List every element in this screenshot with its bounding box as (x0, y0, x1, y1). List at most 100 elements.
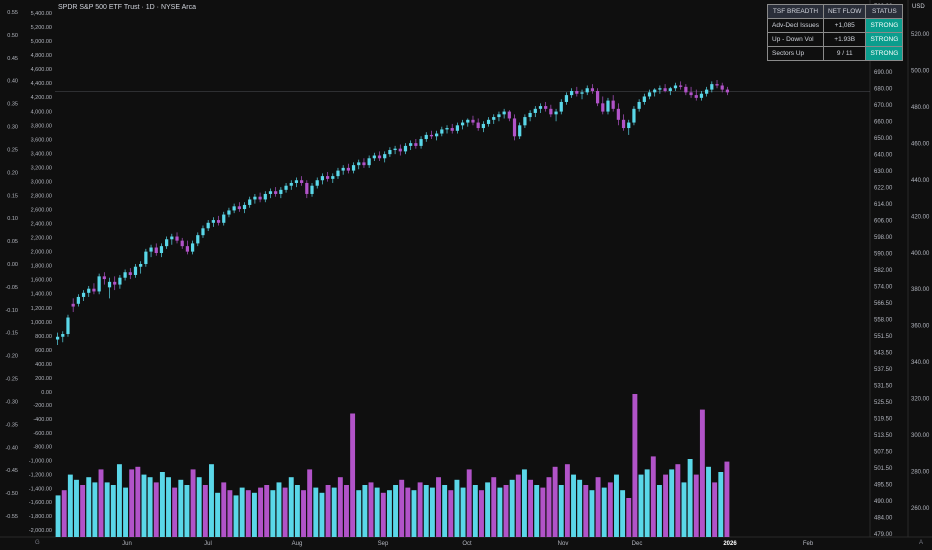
candle-body (435, 133, 439, 137)
cumulative-axis-tick: 3,800.00 (31, 123, 52, 129)
flow-axis-tick: 380.00 (911, 287, 930, 293)
breadth-row-label: Adv-Decl Issues (767, 18, 824, 33)
volume-bar (129, 469, 135, 537)
volume-bar (67, 474, 73, 537)
oscillator-axis-tick: 0.25 (7, 147, 18, 153)
cumulative-axis-tick: 4,800.00 (31, 53, 52, 59)
candle-body (66, 317, 70, 335)
candle-body (518, 125, 522, 137)
price-axis-tick: 690.00 (874, 70, 893, 76)
candle-body (419, 139, 423, 146)
breadth-row-value: 9 / 11 (822, 46, 867, 61)
cumulative-axis-tick: 400.00 (35, 362, 52, 368)
candle-body (159, 246, 164, 254)
volume-bar (319, 492, 325, 537)
volume-axis-tick: -1,600.00 (29, 500, 52, 506)
cumulative-axis-tick: 800.00 (35, 334, 52, 340)
auto-scale-button[interactable]: A (919, 540, 924, 546)
volume-bar (282, 487, 288, 537)
volume-bar (386, 490, 392, 537)
volume-bar (233, 495, 239, 537)
cumulative-axis-tick: 2,800.00 (31, 193, 52, 199)
cumulative-axis-tick: 1,800.00 (31, 264, 52, 270)
candle-body (668, 88, 672, 91)
candle-body (559, 101, 563, 112)
price-axis-tick: 490.00 (874, 499, 893, 505)
oscillator-axis-tick: 0.05 (7, 239, 18, 245)
candle-body (710, 84, 714, 90)
price-axis-tick: 495.50 (874, 483, 893, 489)
volume-bar (632, 394, 638, 537)
volume-axis-tick: -1,400.00 (29, 486, 52, 492)
cumulative-axis-tick: 1,000.00 (31, 320, 52, 326)
candle-body (538, 106, 543, 109)
volume-bar (460, 487, 466, 537)
candle-body (528, 112, 532, 118)
volume-bar (313, 487, 319, 537)
candle-body (627, 122, 631, 129)
volume-bar (104, 482, 110, 537)
volume-bar (675, 464, 681, 537)
price-axis-tick: 566.50 (874, 301, 893, 307)
breadth-header-netflow: NET FLOW (822, 4, 867, 19)
volume-bar (337, 477, 343, 537)
volume-bar (209, 464, 214, 537)
volume-axis-tick: -200.00 (33, 403, 52, 409)
oscillator-axis-tick: -0.05 (5, 285, 18, 291)
price-axis-tick: 598.00 (874, 235, 893, 241)
candle-body (185, 246, 190, 252)
cumulative-axis-tick: 600.00 (35, 348, 52, 354)
volume-bar (380, 492, 386, 537)
volume-bar (270, 490, 276, 537)
volume-bar (264, 485, 270, 537)
candle-body (263, 193, 267, 200)
oscillator-axis-tick: 0.15 (7, 193, 18, 199)
price-axis-tick: 531.50 (874, 384, 893, 390)
candle-body (325, 176, 330, 179)
candle-body (216, 220, 221, 223)
volume-bar (718, 472, 724, 537)
volume-bar (356, 490, 362, 537)
price-axis-tick: 537.50 (874, 367, 893, 373)
volume-bar (515, 474, 521, 537)
candle-body (377, 155, 382, 159)
volume-bar (650, 456, 656, 537)
goto-left-button[interactable]: G (35, 540, 40, 546)
volume-bar (436, 477, 441, 537)
volume-bar (509, 479, 515, 537)
oscillator-axis-tick: -0.10 (5, 308, 18, 314)
candle-body (621, 119, 626, 129)
candle-body (466, 119, 470, 123)
volume-bar (491, 477, 497, 537)
candle-body (486, 119, 491, 124)
candle-body (414, 143, 418, 146)
volume-bar (123, 487, 129, 537)
volume-bar (699, 409, 705, 537)
candle-body (585, 88, 589, 93)
candle-body (523, 117, 527, 126)
candle-body (97, 276, 101, 292)
volume-bar (294, 485, 300, 537)
flow-axis-tick: 420.00 (911, 214, 930, 220)
oscillator-axis-tick: 0.55 (7, 10, 18, 16)
breadth-header-status: STATUS (865, 4, 904, 19)
candle-body (165, 239, 169, 247)
candle-body (310, 185, 314, 194)
volume-bar (583, 485, 589, 537)
candle-body (725, 89, 730, 93)
volume-bar (546, 477, 552, 537)
candle-body (460, 122, 465, 126)
candle-body (450, 128, 454, 131)
candle-body (237, 206, 241, 210)
price-axis-tick: 670.00 (874, 103, 893, 109)
volume-axis-tick: -1,000.00 (29, 459, 52, 465)
candle-body (144, 251, 148, 264)
volume-bar (55, 495, 61, 537)
oscillator-axis-tick: -0.50 (5, 491, 18, 497)
candle-body (71, 303, 75, 307)
candle-body (206, 222, 210, 229)
candle-body (55, 336, 60, 340)
flow-axis-tick: 280.00 (911, 470, 930, 476)
volume-bar (417, 482, 423, 537)
